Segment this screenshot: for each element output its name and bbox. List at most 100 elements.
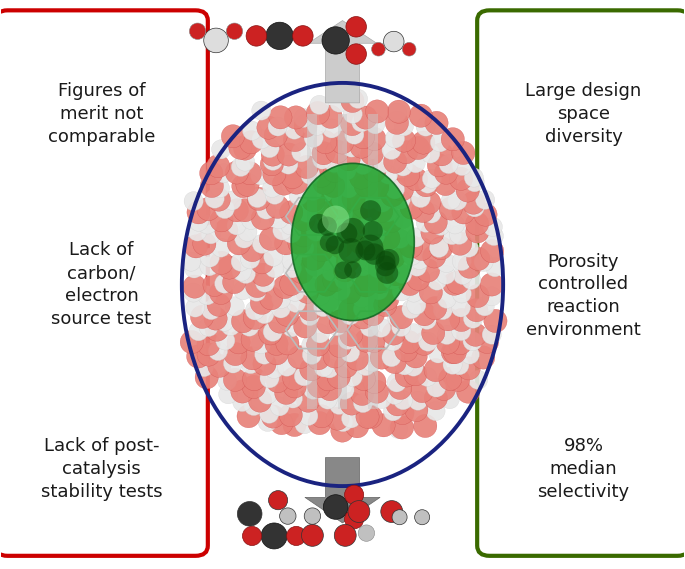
Ellipse shape bbox=[223, 191, 242, 210]
Ellipse shape bbox=[391, 318, 410, 336]
Ellipse shape bbox=[372, 214, 391, 233]
Ellipse shape bbox=[463, 332, 482, 351]
Ellipse shape bbox=[443, 340, 466, 364]
Ellipse shape bbox=[313, 171, 336, 195]
Ellipse shape bbox=[264, 124, 288, 147]
Ellipse shape bbox=[255, 304, 274, 324]
Ellipse shape bbox=[421, 321, 445, 345]
Ellipse shape bbox=[316, 201, 339, 225]
Ellipse shape bbox=[285, 171, 308, 194]
Ellipse shape bbox=[184, 283, 203, 302]
Ellipse shape bbox=[325, 227, 344, 246]
Ellipse shape bbox=[391, 401, 414, 424]
Ellipse shape bbox=[295, 238, 314, 258]
Ellipse shape bbox=[483, 217, 502, 236]
Ellipse shape bbox=[325, 154, 344, 172]
Ellipse shape bbox=[397, 331, 421, 354]
Ellipse shape bbox=[334, 270, 353, 289]
Ellipse shape bbox=[429, 238, 449, 257]
Ellipse shape bbox=[286, 294, 306, 312]
Ellipse shape bbox=[385, 180, 404, 199]
Ellipse shape bbox=[327, 365, 350, 389]
Ellipse shape bbox=[206, 318, 229, 341]
Ellipse shape bbox=[416, 259, 440, 282]
Ellipse shape bbox=[375, 255, 396, 277]
Ellipse shape bbox=[474, 203, 497, 226]
Ellipse shape bbox=[345, 125, 364, 144]
Ellipse shape bbox=[331, 419, 354, 442]
Ellipse shape bbox=[371, 43, 385, 56]
Ellipse shape bbox=[326, 407, 349, 430]
Ellipse shape bbox=[437, 325, 456, 344]
Ellipse shape bbox=[214, 274, 234, 293]
Ellipse shape bbox=[419, 332, 438, 351]
Ellipse shape bbox=[260, 287, 283, 310]
Ellipse shape bbox=[301, 166, 320, 184]
Ellipse shape bbox=[251, 335, 271, 354]
Ellipse shape bbox=[383, 332, 402, 351]
Ellipse shape bbox=[275, 381, 298, 405]
Ellipse shape bbox=[427, 271, 447, 290]
Ellipse shape bbox=[354, 106, 377, 129]
Ellipse shape bbox=[376, 262, 398, 284]
Ellipse shape bbox=[184, 192, 203, 211]
Ellipse shape bbox=[240, 317, 259, 336]
Ellipse shape bbox=[411, 199, 434, 222]
Ellipse shape bbox=[208, 341, 227, 361]
Ellipse shape bbox=[289, 186, 308, 205]
FancyBboxPatch shape bbox=[0, 10, 208, 556]
Ellipse shape bbox=[265, 341, 288, 365]
Ellipse shape bbox=[292, 143, 311, 162]
Ellipse shape bbox=[264, 247, 283, 266]
Ellipse shape bbox=[203, 273, 226, 296]
Ellipse shape bbox=[406, 154, 425, 173]
Ellipse shape bbox=[475, 296, 495, 316]
Ellipse shape bbox=[464, 168, 484, 187]
Ellipse shape bbox=[457, 357, 480, 380]
Ellipse shape bbox=[432, 216, 451, 236]
Ellipse shape bbox=[187, 201, 210, 224]
Ellipse shape bbox=[366, 115, 385, 134]
Ellipse shape bbox=[281, 216, 300, 235]
Ellipse shape bbox=[358, 525, 375, 541]
Ellipse shape bbox=[216, 331, 235, 350]
Ellipse shape bbox=[395, 141, 418, 164]
Ellipse shape bbox=[279, 508, 296, 524]
Ellipse shape bbox=[311, 212, 330, 231]
Ellipse shape bbox=[270, 397, 289, 416]
Ellipse shape bbox=[270, 411, 293, 435]
Ellipse shape bbox=[362, 254, 382, 273]
Ellipse shape bbox=[345, 347, 369, 370]
Ellipse shape bbox=[441, 341, 464, 364]
Ellipse shape bbox=[273, 275, 297, 299]
Ellipse shape bbox=[370, 200, 393, 223]
Ellipse shape bbox=[240, 131, 263, 154]
Ellipse shape bbox=[410, 380, 434, 403]
Ellipse shape bbox=[221, 125, 245, 148]
Ellipse shape bbox=[258, 413, 277, 431]
Ellipse shape bbox=[451, 321, 471, 341]
Ellipse shape bbox=[400, 196, 423, 219]
Ellipse shape bbox=[314, 358, 333, 377]
Ellipse shape bbox=[369, 281, 388, 300]
Ellipse shape bbox=[256, 273, 275, 292]
Ellipse shape bbox=[486, 258, 505, 277]
Ellipse shape bbox=[283, 375, 306, 398]
Ellipse shape bbox=[290, 261, 314, 283]
Ellipse shape bbox=[325, 236, 344, 254]
Ellipse shape bbox=[277, 143, 300, 166]
Ellipse shape bbox=[306, 222, 325, 241]
Ellipse shape bbox=[392, 510, 407, 525]
Ellipse shape bbox=[449, 167, 473, 191]
Ellipse shape bbox=[370, 346, 393, 369]
Ellipse shape bbox=[372, 414, 395, 437]
Ellipse shape bbox=[180, 331, 203, 354]
Ellipse shape bbox=[214, 164, 234, 183]
Ellipse shape bbox=[323, 159, 347, 183]
Ellipse shape bbox=[302, 335, 321, 354]
Ellipse shape bbox=[223, 368, 247, 391]
Ellipse shape bbox=[355, 329, 378, 352]
Ellipse shape bbox=[384, 150, 407, 174]
Ellipse shape bbox=[402, 43, 416, 56]
Text: Large design
space
diversity: Large design space diversity bbox=[525, 83, 642, 146]
